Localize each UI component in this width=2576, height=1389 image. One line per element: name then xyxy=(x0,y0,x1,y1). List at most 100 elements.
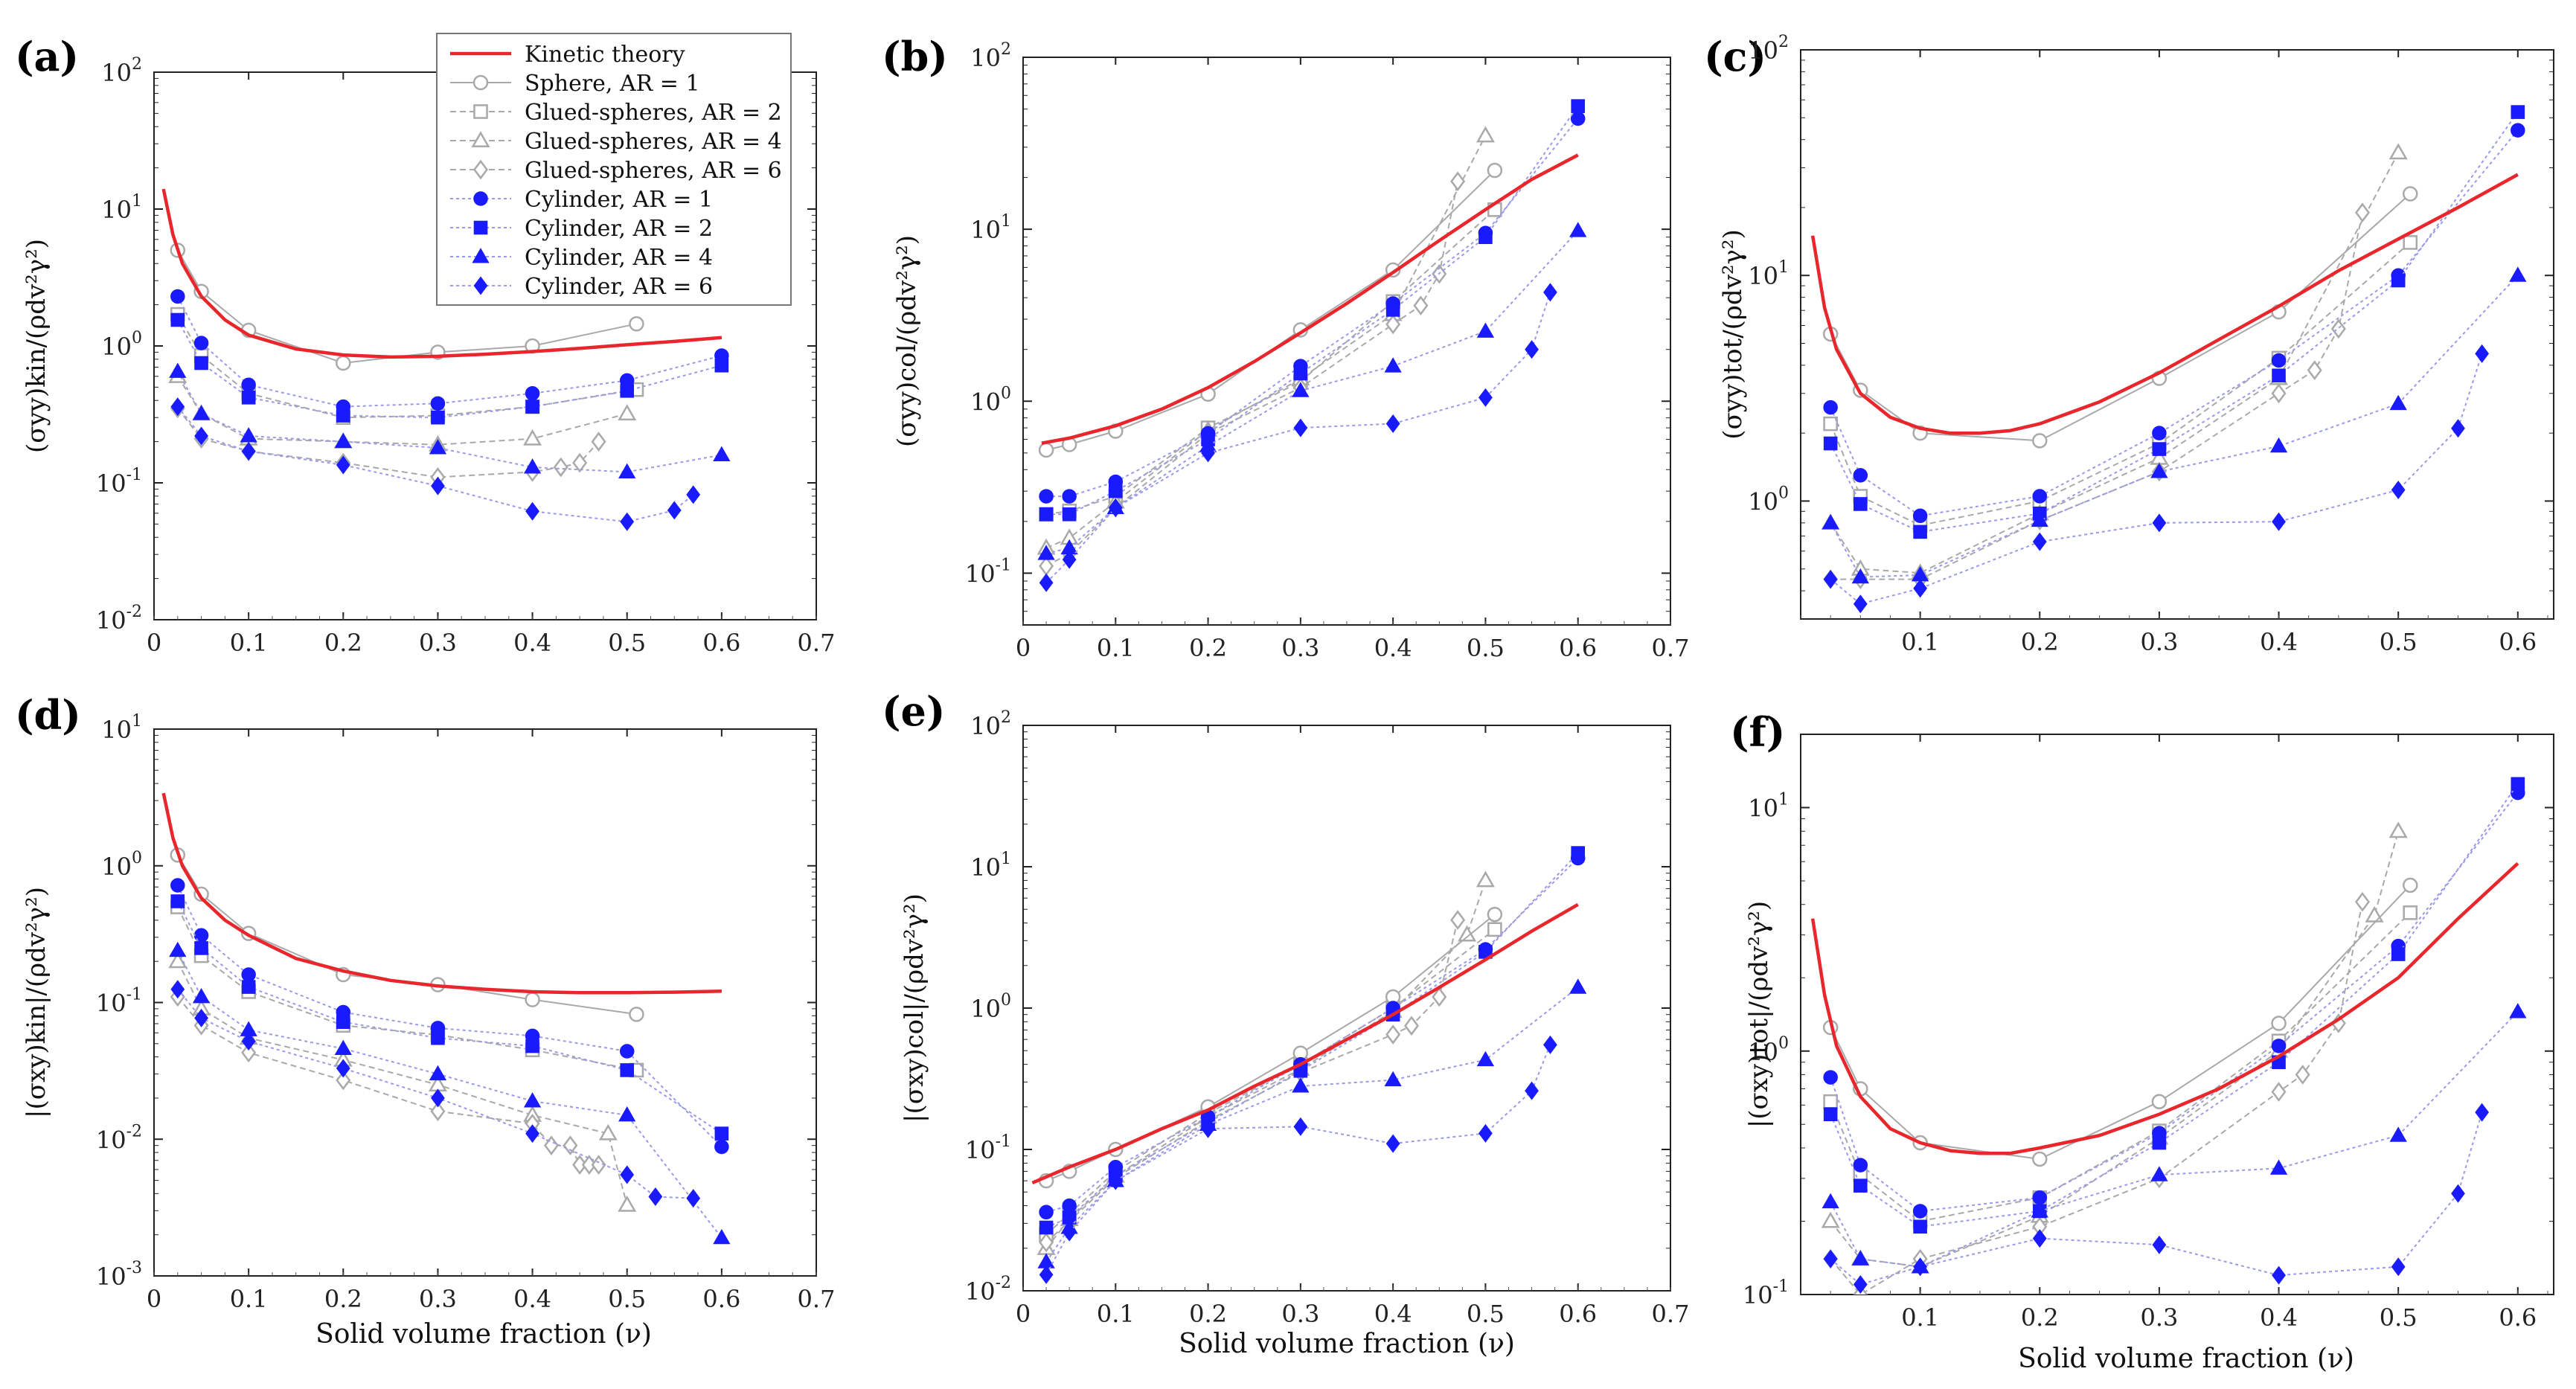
data-point-cy1 xyxy=(1853,1158,1868,1173)
panel-a: (a) 0 0.1 0.2 0.3 0.4 0.5 0.6 0.7 10-2 10-1 100 101 1… xyxy=(15,33,835,657)
data-point-cy6 xyxy=(2391,481,2406,500)
series-gs4 xyxy=(1037,126,1495,555)
data-point-cy4 xyxy=(240,427,257,443)
data-point-gs6 xyxy=(1039,556,1054,577)
series-cy2 xyxy=(170,312,729,425)
data-point-gs4 xyxy=(1821,1211,1840,1228)
data-point-cy1 xyxy=(241,967,256,982)
series-cy2 xyxy=(170,894,729,1141)
data-point-gs2 xyxy=(1823,416,1838,432)
data-point-gs6 xyxy=(1432,987,1447,1007)
panel-label: (e) xyxy=(882,687,945,735)
series-line-cy2 xyxy=(1830,112,2519,533)
data-point-gs4 xyxy=(2365,905,2384,923)
data-point-cy4 xyxy=(523,458,542,474)
data-point-cy4 xyxy=(2509,1003,2527,1019)
data-point-cy4 xyxy=(192,988,211,1004)
y-tick-label: 101 xyxy=(1748,791,1789,823)
y-tick-label: 102 xyxy=(970,40,1011,72)
data-point-cy1 xyxy=(1823,1070,1838,1085)
data-point-gs4 xyxy=(618,404,637,421)
data-point-cy6 xyxy=(1039,573,1054,592)
data-point-cy6 xyxy=(648,1187,663,1206)
panel-c: (c) 0.1 0.2 0.3 0.4 0.5 0.6 100 101 102 (σyy)tot/(… xyxy=(1704,33,2554,656)
data-point-cy6 xyxy=(1913,579,1928,598)
data-point-cy6 xyxy=(1293,418,1308,437)
y-axis-label: |(σxy)col|/(ρdv²γ²) xyxy=(900,894,929,1123)
data-point-gs4 xyxy=(1458,925,1477,942)
data-point-sphere xyxy=(2402,186,2418,202)
data-point-cy6 xyxy=(431,476,445,495)
data-point-cy4 xyxy=(618,463,636,478)
data-point-cy4 xyxy=(1292,382,1310,397)
data-point-cy2 xyxy=(2391,273,2406,288)
y-tick-label: 100 xyxy=(101,849,142,881)
legend-label: Glued-spheres, AR = 6 xyxy=(525,158,782,184)
x-tick-label: 0.6 xyxy=(1559,634,1597,662)
data-point-cy6 xyxy=(1823,570,1838,589)
data-point-cy6 xyxy=(686,485,701,504)
data-point-sphere xyxy=(1487,906,1503,923)
data-point-gs6 xyxy=(2271,1082,2287,1102)
data-point-cy2 xyxy=(1853,497,1868,511)
series-kt xyxy=(161,188,723,359)
plot-frame xyxy=(1800,49,2554,620)
data-point-cy4 xyxy=(2509,266,2527,282)
data-point-cy1 xyxy=(619,1044,635,1059)
legend-label: Cylinder, AR = 2 xyxy=(525,216,713,242)
series-line-gs6 xyxy=(1045,920,1459,1243)
y-axis-label: |(σxy)kin|/(ρdv²γ²) xyxy=(22,887,51,1118)
data-point-cy6 xyxy=(1543,283,1557,302)
data-point-gs6 xyxy=(572,452,588,473)
series-line-cy4 xyxy=(1830,1011,2519,1268)
legend-marker xyxy=(472,74,489,91)
data-point-cy1 xyxy=(430,396,446,411)
data-point-cy1 xyxy=(1912,1204,1928,1219)
data-point-cy1 xyxy=(2032,1190,2048,1205)
data-point-cy2 xyxy=(336,408,350,423)
data-point-cy4 xyxy=(192,405,211,420)
x-tick-label: 0.5 xyxy=(608,629,646,657)
data-point-gs6 xyxy=(1450,171,1466,192)
data-point-cy6 xyxy=(1823,1249,1838,1268)
data-point-cy2 xyxy=(2272,368,2286,383)
series-line-cy4 xyxy=(1830,275,2519,578)
legend-entry-cy1: Cylinder, AR = 1 xyxy=(450,187,713,213)
data-point-cy1 xyxy=(193,336,209,350)
series-kt xyxy=(1041,153,1579,445)
data-point-cy2 xyxy=(1913,1219,1927,1234)
data-point-sphere xyxy=(1487,162,1503,179)
series-line-cy2 xyxy=(1830,783,2519,1228)
legend-marker xyxy=(471,131,490,148)
series-line-cy2 xyxy=(176,901,723,1135)
data-point-cy4 xyxy=(1384,1071,1402,1087)
series-line-gs4 xyxy=(1830,830,2400,1268)
data-point-cy6 xyxy=(2152,513,2167,533)
series-line-cy4 xyxy=(1045,230,1579,555)
data-point-cy2 xyxy=(1108,484,1123,498)
data-point-cy4 xyxy=(2031,1202,2048,1218)
data-point-gs6 xyxy=(1385,314,1401,335)
y-tick-label: 100 xyxy=(970,991,1011,1023)
data-point-cy1 xyxy=(1823,400,1838,415)
data-point-cy4 xyxy=(2269,1159,2288,1175)
data-point-cy6 xyxy=(2032,1229,2047,1248)
data-point-cy2 xyxy=(194,941,208,955)
series-cy6 xyxy=(170,397,701,531)
x-tick-label: 0.6 xyxy=(2499,628,2537,656)
y-tick-label: 102 xyxy=(1748,33,1789,65)
data-point-gs2 xyxy=(1823,1094,1838,1109)
data-point-cy2 xyxy=(714,358,729,373)
data-point-gs6 xyxy=(1404,1016,1419,1036)
x-tick-label: 0.2 xyxy=(1189,634,1227,662)
data-point-cy6 xyxy=(1062,1222,1077,1242)
data-point-gs6 xyxy=(2271,383,2287,404)
data-point-gs4 xyxy=(2388,143,2408,160)
data-point-gs6 xyxy=(553,457,568,478)
series-line-cy2 xyxy=(176,319,723,419)
data-point-cy1 xyxy=(1912,508,1928,524)
data-point-cy2 xyxy=(525,1039,539,1053)
x-axis-label: Solid volume fraction (ν) xyxy=(2018,1344,2354,1374)
data-point-cy2 xyxy=(1062,507,1077,522)
data-point-gs2 xyxy=(1487,922,1502,937)
